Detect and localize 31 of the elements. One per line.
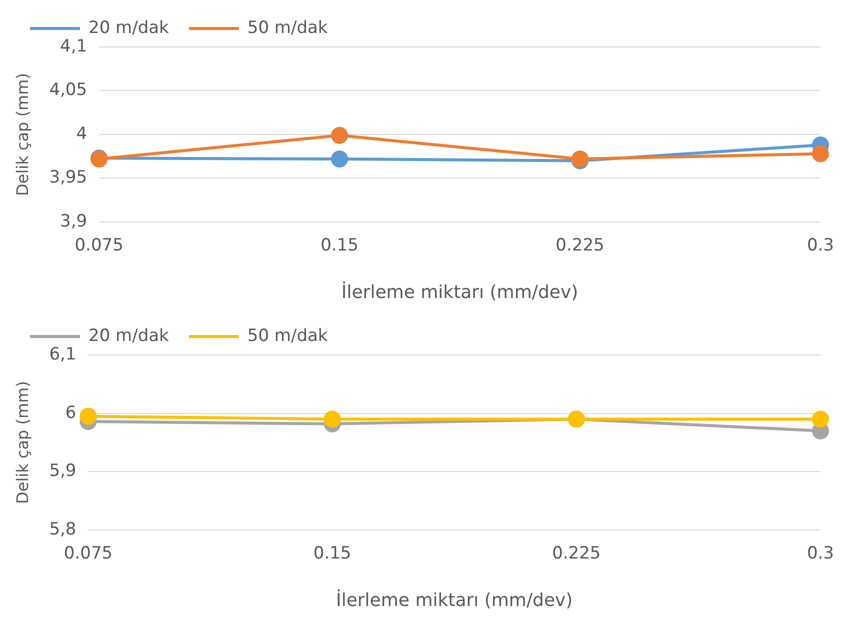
point <box>331 150 348 168</box>
point <box>331 126 348 144</box>
y-tick-label: 4,05 <box>49 80 88 100</box>
x-tick-label: 0.3 <box>806 544 834 564</box>
y-tick-label: 3,9 <box>60 211 88 232</box>
x-tick-label: 0.225 <box>552 544 601 564</box>
y-tick-label: 4 <box>76 124 88 144</box>
x-axis-title: İlerleme miktarı (mm/dev) <box>336 588 573 611</box>
point <box>324 410 341 428</box>
y-tick-label: 3,95 <box>49 168 88 188</box>
x-tick-label: 0.075 <box>74 236 124 256</box>
y-tick-label: 5,8 <box>49 519 76 540</box>
y-tick-label: 4,1 <box>60 36 88 56</box>
x-tick-label: 0.225 <box>556 236 604 256</box>
x-tick-label: 0.3 <box>806 236 834 256</box>
point <box>812 145 829 162</box>
y-axis-title: Delik çap (mm) <box>12 73 32 196</box>
legend-label: 20 m/dak <box>88 326 170 346</box>
point <box>80 408 97 425</box>
y-axis-title: Delik çap (mm) <box>12 381 32 504</box>
legend-label: 50 m/dak <box>247 18 328 38</box>
point <box>812 410 829 428</box>
legend-label: 50 m/dak <box>247 326 328 346</box>
x-tick-label: 0.15 <box>313 544 352 564</box>
legend-label: 20 m/dak <box>88 18 170 38</box>
y-tick-label: 5,9 <box>49 461 76 482</box>
x-tick-label: 0.15 <box>320 236 358 256</box>
x-axis-title: İlerleme miktarı (mm/dev) <box>341 280 578 303</box>
y-tick-label: 6,1 <box>49 344 76 364</box>
x-tick-label: 0.075 <box>64 544 113 564</box>
y-tick-label: 6 <box>65 402 76 423</box>
